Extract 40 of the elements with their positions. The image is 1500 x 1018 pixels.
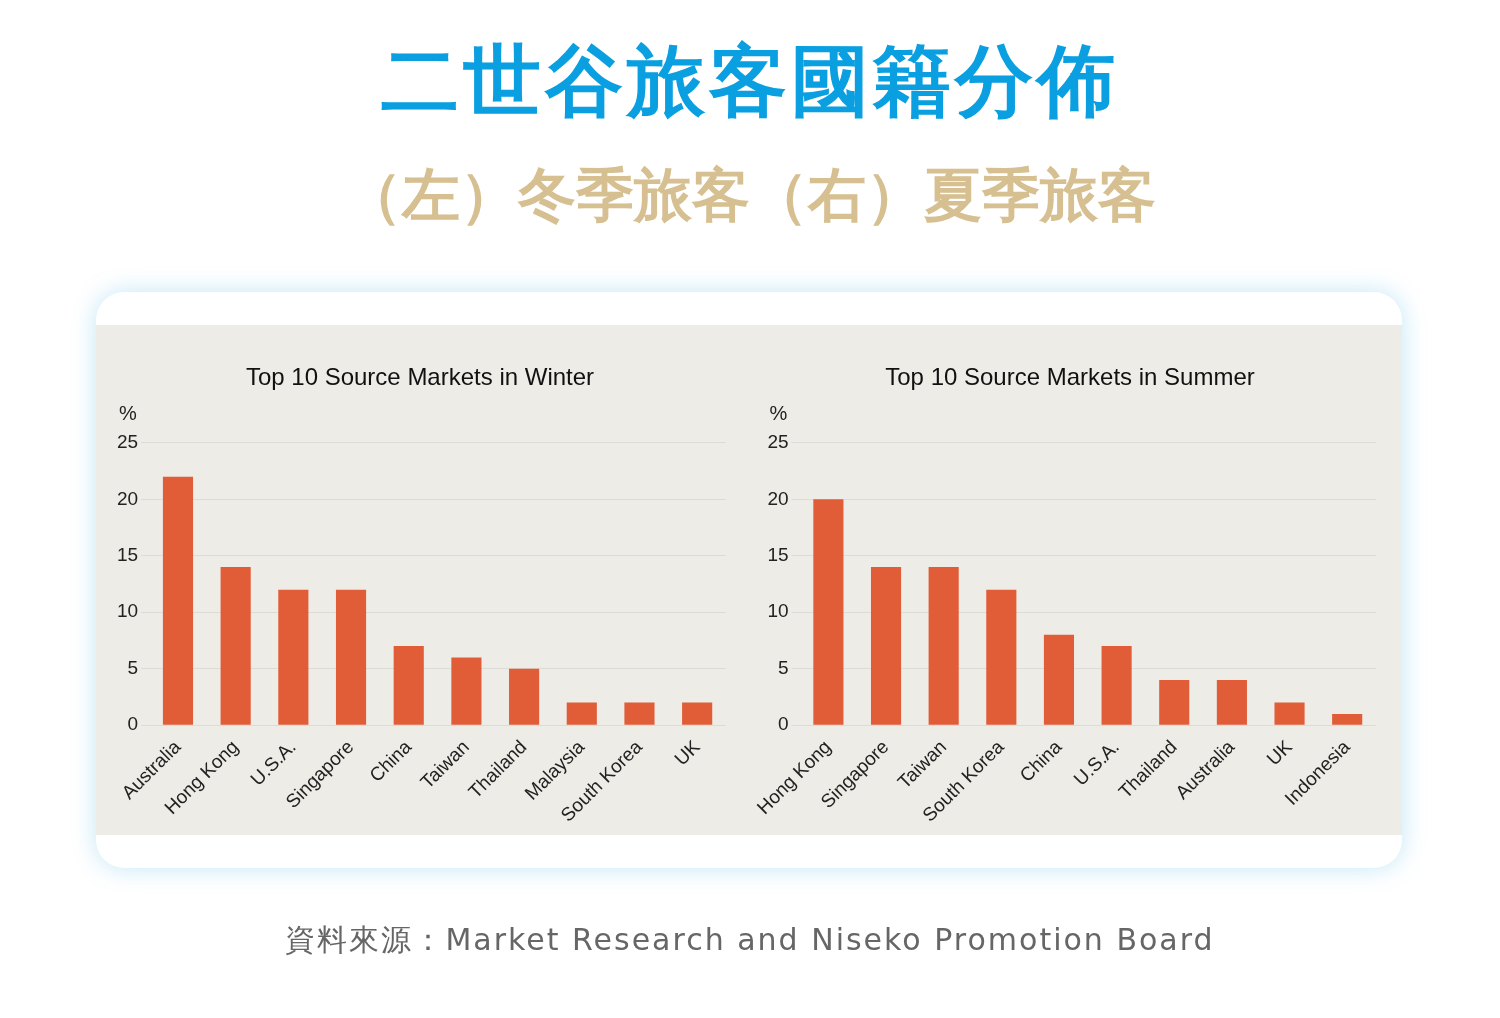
bar <box>335 589 367 725</box>
bar <box>624 702 655 725</box>
y-tick-label: 5 <box>127 656 139 678</box>
text: （左）冬季旅客（右）夏季旅客 <box>343 160 1157 231</box>
bar <box>162 476 194 725</box>
y-tick-label: 5 <box>777 656 789 678</box>
text: 二世谷旅客國籍分佈 <box>380 35 1120 128</box>
y-tick-label: 25 <box>767 431 789 453</box>
bar <box>986 589 1017 725</box>
bar <box>813 499 844 725</box>
y-tick-label: 15 <box>767 543 789 565</box>
bar <box>393 646 424 725</box>
bar <box>451 657 482 725</box>
bar <box>1332 713 1363 725</box>
bar <box>870 567 902 725</box>
y-axis-title: % <box>119 402 138 425</box>
bar <box>509 668 540 725</box>
bar <box>1043 634 1075 725</box>
bar <box>1216 680 1247 725</box>
y-tick-label: 15 <box>116 543 139 565</box>
bar <box>1101 646 1132 725</box>
y-tick-label: 0 <box>127 713 139 735</box>
bar <box>566 702 597 725</box>
bar <box>1159 680 1190 725</box>
y-tick-label: 20 <box>767 487 789 509</box>
y-axis-title: % <box>769 402 788 425</box>
source-note: 資料來源：Market Research and Niseko Promotion Board <box>284 921 1216 959</box>
bar <box>220 567 251 725</box>
chart-title: Top 10 Source Markets in Summer <box>885 363 1255 391</box>
y-tick-label: 10 <box>767 600 789 622</box>
y-tick-label: 20 <box>116 487 139 509</box>
y-tick-label: 0 <box>777 713 789 735</box>
bar <box>278 589 309 725</box>
chart-title: Top 10 Source Markets in Winter <box>245 363 595 391</box>
x-tick-label: UK <box>670 735 704 770</box>
bar <box>682 702 713 725</box>
y-tick-label: 10 <box>116 600 139 622</box>
bar <box>928 567 959 725</box>
y-tick-label: 25 <box>116 431 139 453</box>
bar <box>1274 702 1305 725</box>
